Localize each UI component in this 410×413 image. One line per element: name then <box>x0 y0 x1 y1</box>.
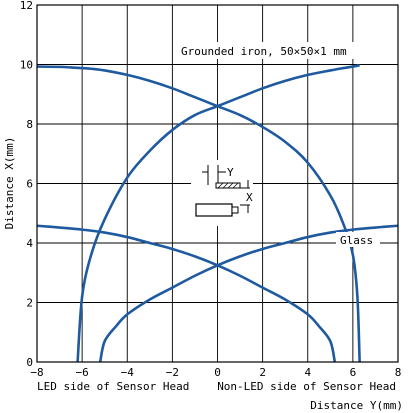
y-axis-title: Distance X(mm) <box>3 137 16 230</box>
sensor-inset-diagram: Y X <box>191 160 253 226</box>
x-tick-label-0: −8 <box>30 366 43 379</box>
y-tick-label-4: 8 <box>26 118 33 131</box>
x-tick-label-2: −4 <box>121 366 135 379</box>
tick-labels: −8 −6 −4 −2 0 2 4 6 8 0 2 4 6 8 10 12 <box>20 0 402 379</box>
series-group <box>36 64 399 363</box>
series-iron-curve-0 <box>76 64 360 363</box>
inset-hatch-1 <box>217 182 224 189</box>
inset-hatch-4 <box>232 182 239 189</box>
plot-frame <box>36 4 399 363</box>
x-axis-title: Distance Y(mm) <box>310 399 403 412</box>
y-tick-label-6: 12 <box>20 0 33 12</box>
inset-sensor-body <box>195 203 233 217</box>
inset-y-label: Y <box>227 166 234 179</box>
series-glass-curve-0 <box>98 224 399 363</box>
y-tick-label-1: 2 <box>26 297 33 310</box>
inset-target-plate <box>215 182 241 189</box>
series-glass-curve-1 <box>36 224 337 363</box>
x-tick-label-8: 8 <box>395 366 402 379</box>
y-tick-label-0: 0 <box>26 356 33 369</box>
iron-label-bg <box>178 42 390 59</box>
led-side-label: LED side of Sensor Head <box>37 380 189 393</box>
y-tick-label-2: 4 <box>26 237 33 250</box>
glass-annotation: Glass <box>340 234 373 247</box>
inset-x-label: X <box>246 191 253 204</box>
inset-hatch-3 <box>227 182 234 189</box>
glass-label-bg <box>336 232 380 247</box>
inset-sensor-tip <box>231 206 239 214</box>
x-tick-label-5: 2 <box>259 366 266 379</box>
x-tick-label-1: −6 <box>76 366 89 379</box>
series-iron-curve-1 <box>36 65 361 363</box>
iron-annotation: Grounded iron, 50×50×1 mm <box>181 45 347 58</box>
x-tick-label-3: −2 <box>166 366 179 379</box>
non-led-side-label: Non-LED side of Sensor Head <box>217 380 396 393</box>
y-tick-label-5: 10 <box>20 59 33 72</box>
x-tick-label-7: 6 <box>350 366 357 379</box>
inset-hatch-2 <box>222 182 229 189</box>
y-tick-label-3: 6 <box>26 178 33 191</box>
x-tick-label-4: 0 <box>214 366 221 379</box>
x-tick-label-6: 4 <box>304 366 311 379</box>
